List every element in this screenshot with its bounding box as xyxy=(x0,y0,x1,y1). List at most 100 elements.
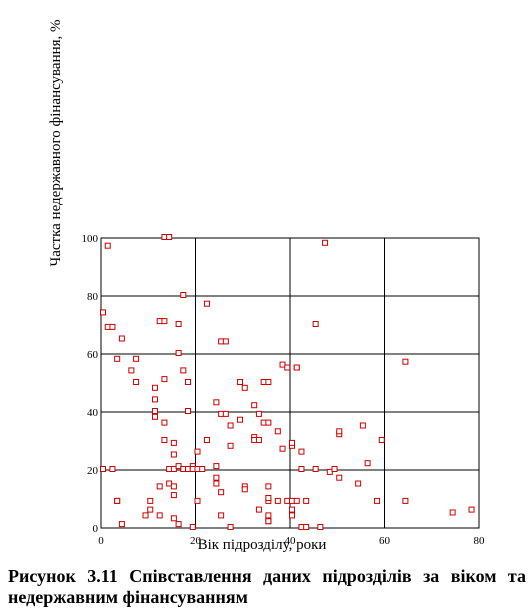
data-point xyxy=(100,309,106,316)
data-point xyxy=(241,486,248,493)
x-tick-label: 40 xyxy=(285,535,297,547)
data-point xyxy=(279,445,286,452)
data-points xyxy=(100,234,475,530)
data-point xyxy=(237,416,244,423)
data-point xyxy=(265,512,272,519)
scatter-chart: 0 20 40 60 80 0 20 40 60 80 100 Вік підрозділу, р… xyxy=(48,19,485,553)
data-point xyxy=(189,524,196,530)
x-tick-label: 60 xyxy=(379,535,391,547)
data-point xyxy=(213,474,220,481)
data-point xyxy=(133,379,140,385)
x-axis-ticks: 0 20 40 60 80 xyxy=(98,535,485,547)
data-point xyxy=(402,358,409,365)
data-point xyxy=(251,402,258,409)
data-point xyxy=(289,512,295,519)
data-point xyxy=(298,466,305,472)
data-point xyxy=(222,338,229,345)
data-point xyxy=(175,521,182,528)
data-point xyxy=(265,419,272,426)
data-point xyxy=(170,492,177,499)
data-point xyxy=(317,524,324,530)
data-point xyxy=(449,509,456,516)
data-point xyxy=(194,497,201,504)
data-point xyxy=(227,524,234,530)
data-point xyxy=(104,242,111,249)
data-point xyxy=(161,419,168,426)
data-point xyxy=(199,466,206,472)
data-point xyxy=(170,439,177,446)
data-point xyxy=(355,480,362,487)
data-point xyxy=(303,497,310,504)
data-point xyxy=(227,422,234,429)
data-point xyxy=(128,367,135,374)
data-point xyxy=(203,300,210,307)
y-tick-label: 60 xyxy=(87,349,99,361)
data-point xyxy=(166,234,173,240)
y-tick-label: 40 xyxy=(87,407,99,419)
data-point xyxy=(298,448,305,455)
y-tick-label: 100 xyxy=(82,233,99,245)
data-point xyxy=(255,437,262,443)
data-point xyxy=(378,437,385,443)
data-point xyxy=(142,512,149,519)
data-point xyxy=(293,497,300,504)
data-point xyxy=(147,497,154,504)
data-point xyxy=(213,463,220,470)
data-point xyxy=(336,474,343,481)
y-tick-label: 20 xyxy=(87,465,99,477)
data-point xyxy=(151,413,158,420)
data-point xyxy=(170,483,177,490)
data-point xyxy=(265,379,272,385)
data-point xyxy=(151,396,158,403)
x-axis-label: Вік підрозділу, роки xyxy=(198,537,327,553)
data-point xyxy=(151,384,158,391)
data-point xyxy=(218,489,225,496)
data-point xyxy=(175,350,182,356)
data-point xyxy=(180,292,187,298)
data-point xyxy=(161,318,168,325)
data-point xyxy=(303,524,310,530)
data-point xyxy=(265,495,272,501)
data-point xyxy=(175,321,182,327)
data-point xyxy=(185,408,192,414)
data-point xyxy=(289,506,295,513)
data-point xyxy=(312,321,319,327)
data-point xyxy=(156,512,163,519)
data-point xyxy=(151,408,158,414)
data-point xyxy=(241,384,248,391)
data-point xyxy=(213,480,220,487)
data-point xyxy=(100,466,106,472)
data-point xyxy=(109,466,116,472)
data-point xyxy=(218,512,225,519)
y-axis-ticks: 0 20 40 60 80 100 xyxy=(82,233,99,535)
data-point xyxy=(170,515,177,522)
data-point xyxy=(156,483,163,490)
data-point xyxy=(180,367,187,374)
data-point xyxy=(118,335,125,342)
data-point xyxy=(274,428,281,435)
x-tick-label: 20 xyxy=(190,535,202,547)
data-point xyxy=(359,422,366,429)
data-point xyxy=(289,439,295,446)
x-tick-label: 80 xyxy=(474,535,486,547)
data-point xyxy=(265,518,272,525)
data-point xyxy=(322,239,329,246)
data-point xyxy=(284,364,291,371)
data-point xyxy=(185,379,192,385)
data-point xyxy=(161,437,168,443)
data-point xyxy=(402,497,409,504)
data-point xyxy=(147,506,154,513)
data-point xyxy=(170,451,177,458)
data-point xyxy=(274,497,281,504)
data-point xyxy=(265,483,272,490)
x-tick-label: 0 xyxy=(98,535,104,547)
data-point xyxy=(203,437,210,443)
data-point xyxy=(312,466,319,472)
data-point xyxy=(114,497,121,504)
y-tick-label: 80 xyxy=(87,291,99,303)
data-point xyxy=(364,460,371,467)
data-point xyxy=(227,442,234,449)
data-point xyxy=(293,364,300,371)
y-tick-label: 0 xyxy=(93,523,99,535)
y-axis-label: Частка недержавного фінансування, % xyxy=(48,19,64,266)
